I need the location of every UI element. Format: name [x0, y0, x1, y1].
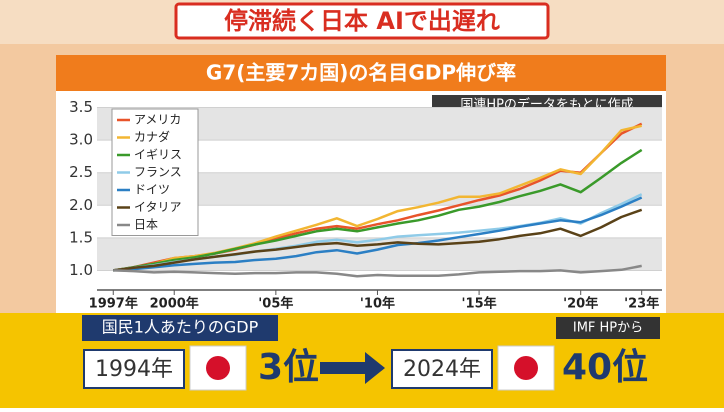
- rank-label: 40位: [562, 347, 648, 388]
- y-tick-label: 1.0: [69, 261, 93, 279]
- x-tick-label: 1997年: [89, 296, 138, 312]
- legend-label: ドイツ: [134, 183, 170, 197]
- series-line: [113, 208, 643, 272]
- series-line: [113, 264, 642, 278]
- chart-title: G7(主要7カ国)の名目GDP伸び率: [206, 61, 516, 85]
- legend-label: フランス: [134, 165, 182, 179]
- year-label: 1994年: [95, 357, 173, 382]
- year-label: 2024年: [403, 357, 481, 382]
- plot: 1.0 1.5 2.0 2.5 3.0 3.5 1997年 2000年 '05年 '10年 '15年…: [69, 98, 662, 312]
- legend-label: アメリカ: [134, 113, 181, 127]
- series-line: [113, 148, 643, 272]
- chart-title-bar: [56, 55, 666, 91]
- y-tick-label: 2.5: [69, 163, 93, 181]
- y-tick-label: 3.5: [69, 98, 93, 116]
- legend-label: イタリア: [134, 200, 182, 214]
- x-tick-label: '20年: [563, 296, 598, 312]
- x-tick-label: '15年: [462, 296, 497, 312]
- panel-title-box: [82, 315, 278, 341]
- flag-circle: [514, 356, 538, 380]
- x-tick-label: 2000年: [150, 296, 199, 312]
- x-tick-label: '23年: [624, 296, 659, 312]
- series-line: [113, 196, 643, 272]
- header-title: 停滞続く日本 AIで出遅れ: [224, 7, 500, 35]
- year-box: [83, 349, 185, 389]
- y-tick-label: 1.5: [69, 228, 93, 246]
- arrow: [320, 352, 385, 384]
- source-box: [556, 317, 660, 339]
- rank-label: 3位: [258, 347, 319, 388]
- y-tick-label: 2.0: [69, 196, 93, 214]
- legend-label: 日本: [134, 218, 158, 232]
- flag-circle: [206, 356, 230, 380]
- legend-label: イギリス: [134, 148, 182, 162]
- legend-label: カナダ: [134, 129, 170, 144]
- panel-source: IMF HPから: [573, 321, 643, 336]
- x-tick-label: '10年: [360, 296, 395, 312]
- year-box: [391, 349, 493, 389]
- x-tick-label: '05年: [258, 296, 293, 312]
- panel-title: 国民1人あたりのGDP: [102, 318, 259, 337]
- y-tick-label: 3.0: [69, 131, 93, 149]
- header-box: [174, 2, 550, 40]
